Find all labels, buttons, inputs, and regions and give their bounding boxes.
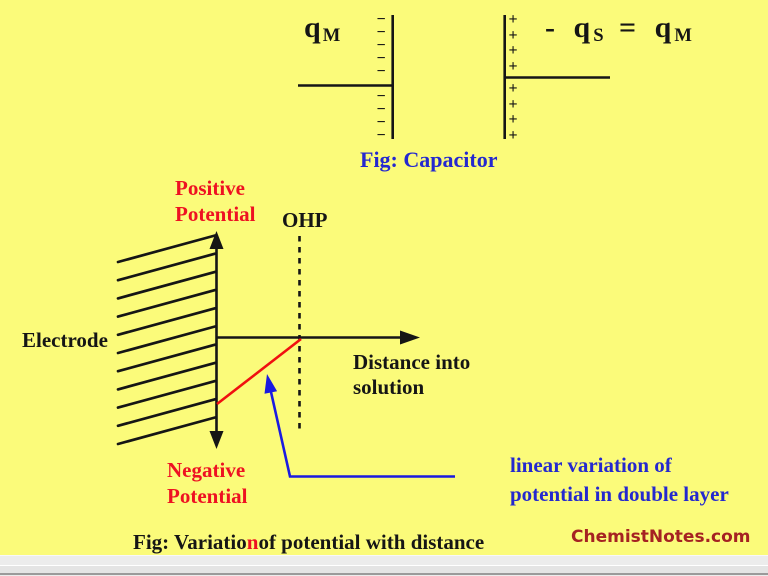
positive-signs-lower: + + + + — [508, 80, 518, 144]
charge-equation-label: - qS = qM — [545, 10, 692, 48]
hatch-line — [116, 416, 217, 446]
capacitor-caption: Fig: Capacitor — [360, 147, 498, 172]
annotation-arrowhead — [264, 374, 278, 394]
negative-potential-label: Negative Potential — [167, 458, 248, 508]
hatch-line — [116, 234, 217, 264]
x-axis-arrowhead — [400, 330, 420, 345]
hatch-line — [116, 252, 217, 282]
figure-caption-red-letter: n — [246, 530, 259, 554]
distance-axis-label: Distance into solution — [353, 350, 471, 399]
hatch-line — [116, 397, 217, 428]
hatch-line — [116, 325, 217, 355]
capacitor-diagram — [298, 15, 610, 139]
annotation-arrow-shaft — [269, 391, 455, 478]
equation-subscript-s: S — [593, 25, 604, 47]
hatch-line — [116, 361, 217, 391]
horizontal-scrollbar[interactable] — [0, 565, 768, 575]
metal-charge-label: qM — [304, 10, 340, 48]
electrode-hatching — [116, 234, 217, 446]
equation-prefix: - q — [545, 11, 594, 44]
potential-graph — [116, 231, 455, 478]
window-bottom-bar — [0, 555, 768, 576]
figure-caption: Fig: Variationof potential with distance — [133, 530, 484, 556]
positive-signs-upper: + + + + — [508, 11, 518, 75]
figure-caption-start: Fig: Variatio — [133, 530, 247, 554]
hatch-line — [116, 270, 217, 300]
positive-potential-label: Positive Potential — [175, 176, 256, 226]
watermark: ChemistNotes.com — [571, 527, 751, 547]
equation-subscript-m: M — [674, 25, 692, 47]
negative-signs-upper: − − − − − — [376, 11, 386, 80]
y-axis-down-arrowhead — [209, 431, 224, 449]
negative-signs-lower: − − − − — [376, 88, 386, 144]
hatch-line — [116, 343, 217, 373]
hatch-line — [116, 379, 217, 409]
figure-caption-end: of potential with distance — [258, 530, 485, 554]
metal-charge-subscript: M — [322, 25, 341, 47]
electrode-label: Electrode — [22, 328, 108, 352]
y-axis-up-arrowhead — [209, 231, 224, 249]
potential-curve — [216, 337, 302, 406]
ohp-label: OHP — [282, 208, 328, 232]
hatch-line — [116, 306, 217, 337]
hatch-line — [116, 288, 217, 318]
metal-charge-base: q — [304, 11, 323, 44]
linear-variation-annotation: linear variation of potential in double … — [510, 453, 729, 506]
equation-mid: = q — [603, 11, 675, 44]
